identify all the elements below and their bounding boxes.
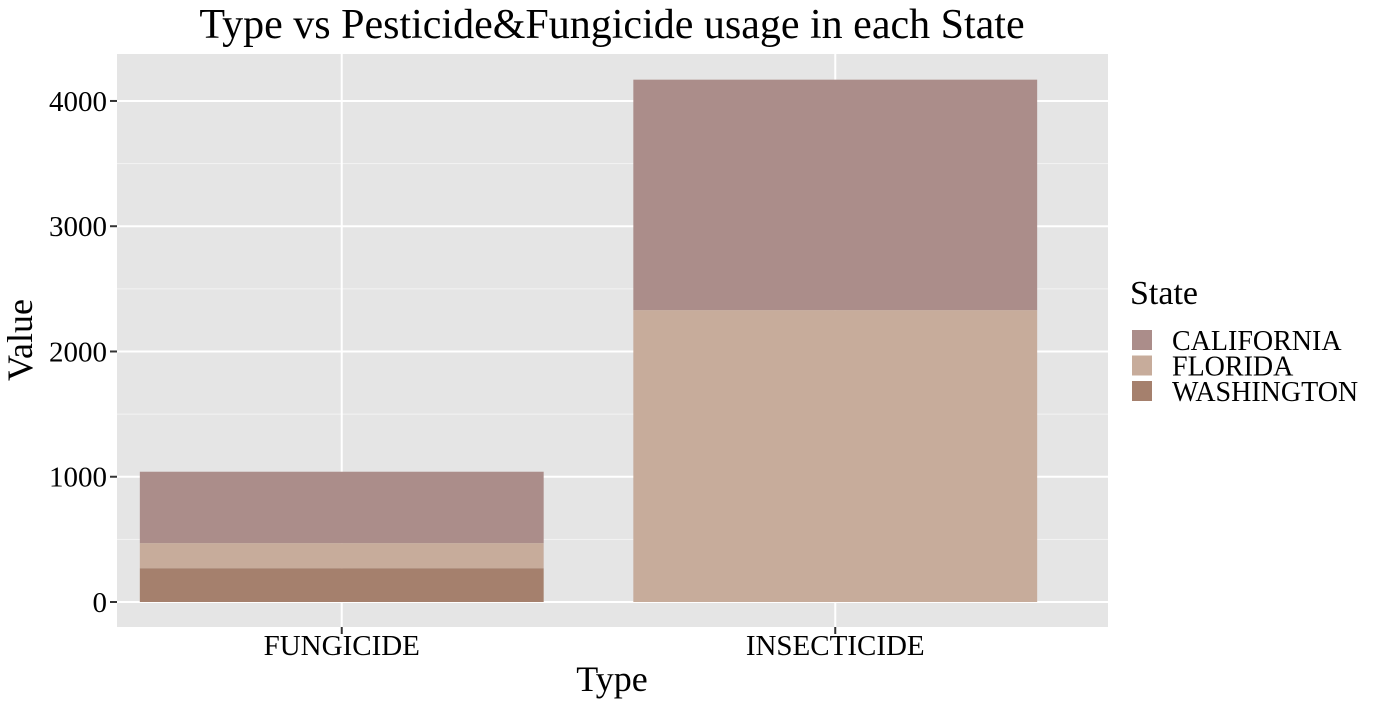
chart-title: Type vs Pesticide&Fungicide usage in eac… [199,2,1024,48]
x-axis-title: Type [576,659,647,699]
y-tick-label: 1000 [49,462,107,494]
legend-swatch [1130,328,1154,352]
x-tick-label: INSECTICIDE [746,630,925,662]
y-axis-title: Value [0,299,40,381]
y-axis-ticks: 0 1000 2000 3000 4000 [49,86,117,619]
legend-title: State [1130,275,1198,312]
y-tick-label: 3000 [49,211,107,243]
legend-swatch [1130,353,1154,378]
y-tick-label: 4000 [49,86,107,118]
legend-label: FLORIDA [1172,352,1294,383]
x-tick-label: FUNGICIDE [264,630,420,662]
bars [139,79,1038,602]
x-axis-ticks: FUNGICIDE INSECTICIDE [264,627,925,662]
bar-fungicide-washington [139,568,544,602]
bar-fungicide-california [139,471,544,544]
y-tick-label: 2000 [49,336,107,368]
legend-label: CALIFORNIA [1172,326,1342,357]
bar-insecticide-california [633,79,1038,311]
legend-swatch [1130,379,1154,403]
y-tick-label: 0 [93,587,108,619]
bar-insecticide-florida [633,310,1038,602]
legend-label: WASHINGTON [1172,377,1358,408]
bar-fungicide-florida [139,543,544,569]
